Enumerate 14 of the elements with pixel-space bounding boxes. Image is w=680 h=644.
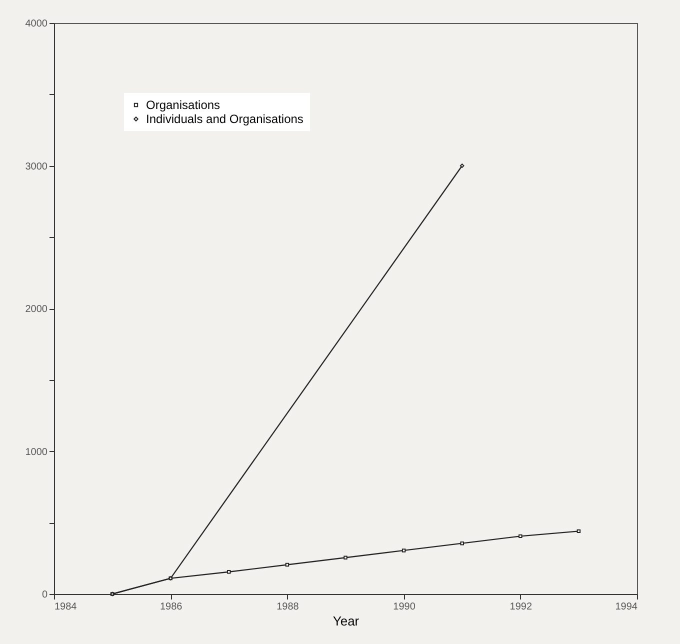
x-tick-label: 1990 (393, 602, 416, 612)
y-tick-label: 0 (42, 590, 48, 600)
x-tick-label: 1992 (510, 602, 532, 612)
x-tick-label: 1988 (276, 602, 300, 612)
x-tick-label: 1986 (160, 602, 183, 612)
legend-label: Organisations (146, 98, 220, 112)
x-tick-label: 1994 (615, 602, 638, 612)
y-tick-label: 4000 (25, 18, 48, 30)
x-axis-title: Year (332, 614, 360, 628)
legend-label: Individuals and Organisations (146, 112, 304, 126)
y-tick-label: 2000 (25, 304, 48, 315)
y-tick-label: 3000 (25, 161, 48, 172)
x-tick-label: 1984 (54, 602, 78, 612)
y-tick-label: 1000 (25, 446, 48, 458)
